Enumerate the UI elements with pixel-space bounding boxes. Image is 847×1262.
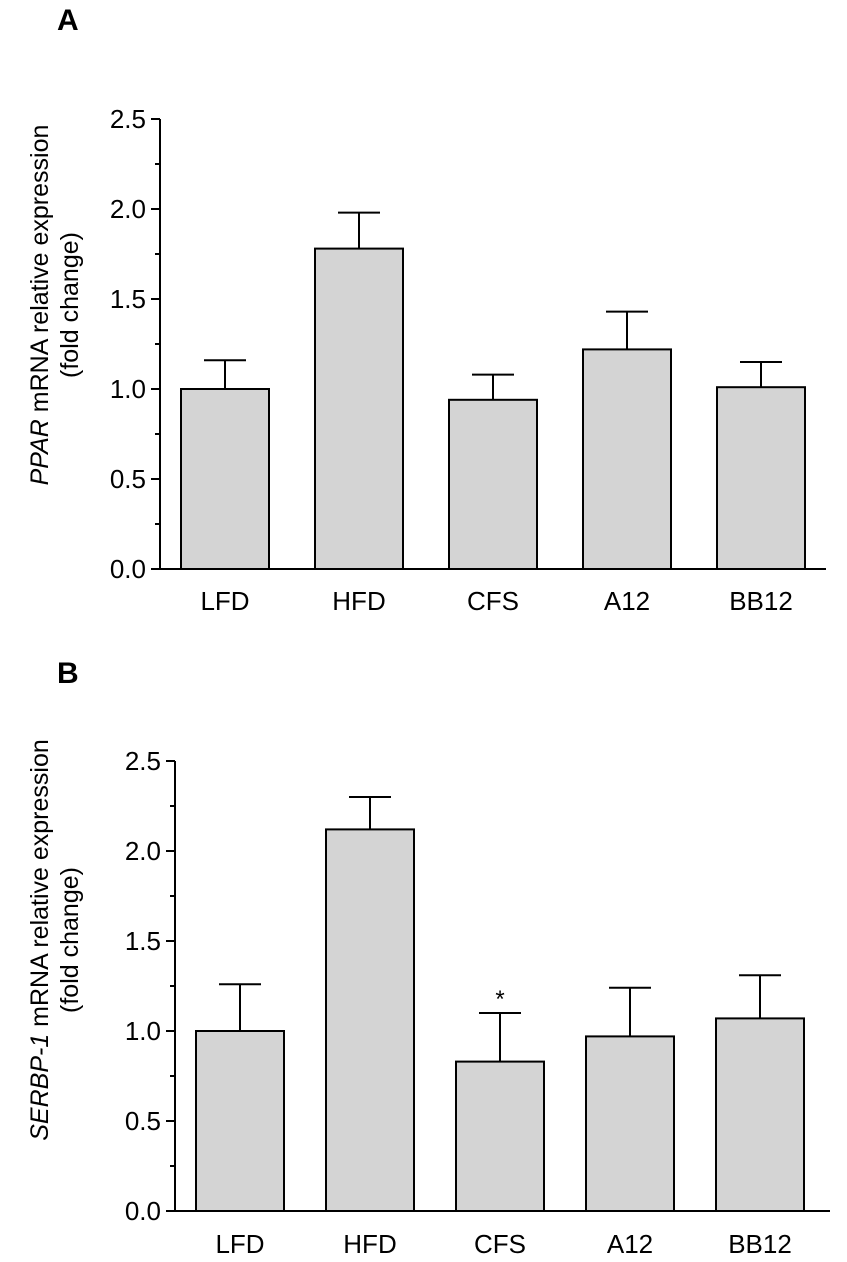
- panel-label: A: [57, 4, 79, 37]
- bar-bb12: [715, 1017, 805, 1212]
- y-tick-label: 0.5: [125, 1106, 161, 1136]
- y-axis-label: SERBP-1 mRNA relative expression (fold ch…: [26, 739, 84, 1141]
- x-tick-label: BB12: [728, 1229, 792, 1259]
- y-tick-label: 2.5: [110, 104, 146, 134]
- y-axis-label: PPAR mRNA relative expression (fold chang…: [26, 125, 84, 486]
- bar-a12: [585, 1035, 675, 1212]
- gene-name: PPAR: [26, 419, 54, 485]
- bar-lfd: [195, 1030, 285, 1212]
- x-tick-label: CFS: [467, 586, 519, 616]
- x-tick-label: HFD: [332, 586, 385, 616]
- x-tick-label: LFD: [215, 1229, 264, 1259]
- chart-b: 0.0 0.5 1.0 1.5 2.0 2.5 LFD HFD CFS * A12 BB12 SERBP…: [26, 739, 830, 1259]
- y-tick-label: 1.5: [110, 284, 146, 314]
- panel-label: B: [57, 657, 79, 690]
- bar-cfs: [448, 398, 538, 570]
- panel-a: A 0.0 0.5 1.0 1.5 2.0 2.5 LFD HFD CFS A12 BB12 PPAR…: [26, 4, 826, 616]
- x-tick-label: LFD: [200, 586, 249, 616]
- x-tick-label: A12: [607, 1229, 653, 1259]
- y-tick-label: 0.0: [110, 554, 146, 584]
- y-tick-label: 2.0: [110, 194, 146, 224]
- x-tick-label: HFD: [343, 1229, 396, 1259]
- y-axis-label-line1: PPAR mRNA relative expression: [26, 125, 54, 486]
- y-tick-label: 2.0: [125, 836, 161, 866]
- bar-hfd: [325, 828, 415, 1212]
- y-axis-label-line2: (fold change): [56, 867, 84, 1013]
- ylabel-text: mRNA relative expression: [26, 125, 54, 420]
- bar-hfd: [314, 247, 404, 570]
- y-axis-label-line1: SERBP-1 mRNA relative expression: [26, 739, 54, 1141]
- y-tick-label: 1.5: [125, 926, 161, 956]
- y-tick-label: 1.0: [125, 1016, 161, 1046]
- y-tick-label: 0.5: [110, 464, 146, 494]
- ylabel-text: mRNA relative expression: [26, 739, 54, 1034]
- x-tick-label: BB12: [729, 586, 793, 616]
- panel-b: B 0.0 0.5 1.0 1.5 2.0 2.5 LFD HFD CFS * A12 BB12 SER…: [0, 640, 847, 1262]
- chart-a: 0.0 0.5 1.0 1.5 2.0 2.5 LFD HFD CFS A12 BB12 PPAR m…: [26, 104, 826, 616]
- y-tick-label: 1.0: [110, 374, 146, 404]
- y-tick-label: 2.5: [125, 746, 161, 776]
- significance-marker: *: [495, 986, 504, 1013]
- bar-a12: [582, 348, 672, 570]
- bar-cfs: [455, 1060, 545, 1212]
- bar-lfd: [180, 388, 270, 570]
- bar-bb12: [716, 386, 806, 571]
- x-tick-label: A12: [604, 586, 650, 616]
- y-axis-label-line2: (fold change): [56, 232, 84, 378]
- gene-name: SERBP-1: [26, 1034, 54, 1141]
- x-tick-label: CFS: [474, 1229, 526, 1259]
- y-tick-label: 0.0: [125, 1196, 161, 1226]
